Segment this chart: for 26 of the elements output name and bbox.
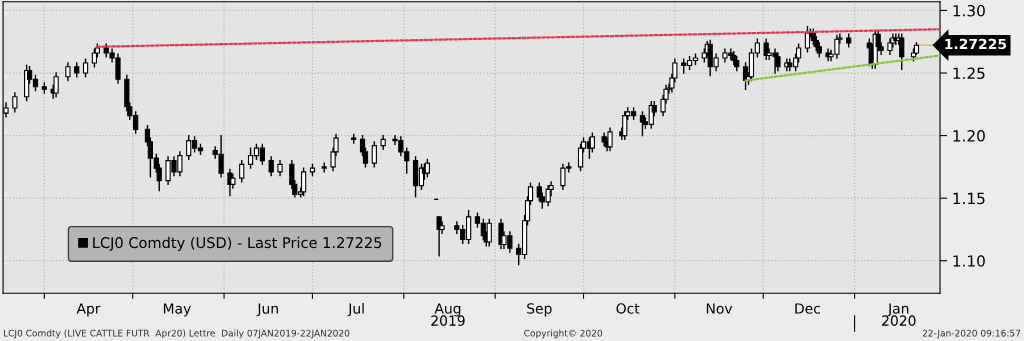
x-tick-label: Aug (434, 303, 461, 317)
x-tick-label: Nov (706, 303, 733, 314)
text: Copyright© 2020 (524, 329, 603, 339)
text: 22-Jan-2020 09:16:57 (922, 329, 1021, 339)
x-tick-label: Dec (795, 303, 821, 314)
x-tick-label: Jun (256, 303, 278, 317)
candlestick (239, 159, 245, 183)
x-tick-label: Jan (887, 303, 909, 317)
x2-tick-label: 2020 (882, 315, 916, 326)
x-tick-label: Sep (527, 303, 552, 317)
y-tick-label: 1.20 (953, 130, 985, 142)
x-tick-label: Jul (347, 302, 364, 317)
ref-line-label: 1.27225 (945, 38, 1007, 50)
x-tick-label: Oct (616, 303, 640, 314)
candlestick (268, 156, 274, 177)
candlestick (371, 141, 377, 168)
y-tick-label: 1.25 (953, 67, 985, 80)
x-tick-label: Apr (76, 303, 101, 317)
y-tick-label: 1.10 (953, 255, 985, 267)
candlestick (12, 92, 18, 113)
x2-tick-label: 2019 (431, 315, 465, 326)
legend-label: LCJ0 Comdty (USD) - Last Price 1.27225 (93, 236, 382, 251)
x-tick-label: May (163, 303, 191, 317)
text: LCJ0 Comdty (LIVE CATTLE FUTR Apr20) Lettre Daily 07JAN2019-22JAN2020 (3, 329, 350, 339)
y-tick-label: 1.15 (953, 192, 985, 205)
y-tick-label: 1.30 (953, 4, 985, 17)
